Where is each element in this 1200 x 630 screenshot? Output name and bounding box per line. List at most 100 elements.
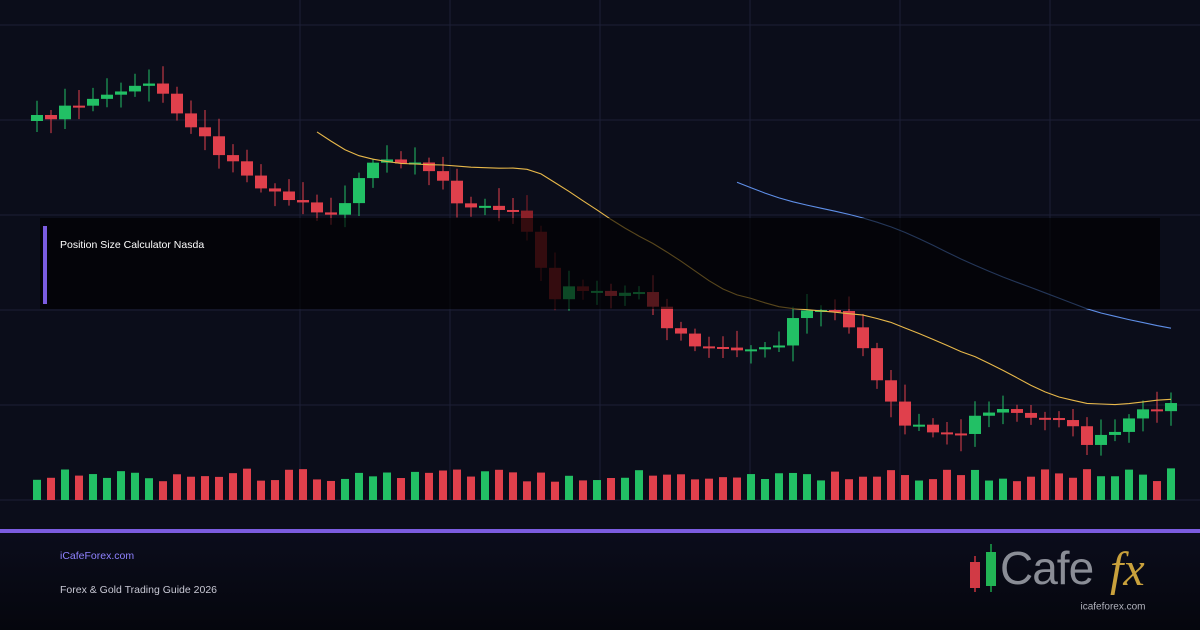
candle-body — [913, 424, 925, 427]
candle-body — [885, 380, 897, 402]
candle-body — [1081, 426, 1093, 445]
candle-body — [451, 180, 463, 204]
volume-bar — [1055, 473, 1063, 500]
candle-body — [1151, 409, 1163, 412]
volume-bar — [565, 475, 573, 500]
volume-bar — [131, 472, 139, 500]
candle-body — [269, 188, 281, 192]
candle-body — [731, 347, 743, 351]
volume-bar — [411, 471, 419, 500]
candle-body — [1137, 409, 1149, 419]
candle-body — [507, 209, 519, 212]
candle-body — [353, 178, 365, 204]
volume-bar — [1153, 481, 1161, 500]
volume-bar — [719, 477, 727, 500]
candle-body — [717, 346, 729, 349]
candle-body — [983, 412, 995, 416]
volume-bar — [733, 477, 741, 500]
candle-body — [45, 115, 57, 120]
volume-bar — [425, 472, 433, 500]
logo-word: Cafe — [1000, 542, 1093, 594]
candle-body — [101, 94, 113, 99]
volume-bar — [285, 469, 293, 500]
candle-body — [437, 171, 449, 181]
volume-bar — [607, 478, 615, 500]
volume-bar — [901, 475, 909, 500]
volume-bar — [299, 469, 307, 500]
grid — [0, 0, 1200, 501]
volume-bars — [33, 468, 1175, 500]
volume-bar — [985, 480, 993, 500]
volume-bar — [187, 476, 195, 500]
volume-bar — [747, 474, 755, 500]
candle-body — [199, 127, 211, 137]
volume-bar — [313, 479, 321, 500]
volume-bar — [705, 478, 713, 500]
volume-bar — [817, 480, 825, 500]
candle-body — [1011, 409, 1023, 413]
volume-bar — [1069, 477, 1077, 500]
candle-body — [1109, 431, 1121, 435]
volume-bar — [1097, 476, 1105, 500]
candle-body — [73, 105, 85, 108]
candle-body — [227, 155, 239, 162]
candle-body — [283, 191, 295, 201]
candle-body — [843, 310, 855, 328]
volume-bar — [859, 476, 867, 500]
volume-bar — [509, 472, 517, 500]
candle-body — [297, 200, 309, 203]
volume-bar — [1139, 474, 1147, 500]
volume-bar — [621, 477, 629, 500]
volume-bar — [845, 479, 853, 500]
volume-bar — [691, 479, 699, 500]
volume-bar — [971, 469, 979, 500]
volume-bar — [159, 481, 167, 500]
candle-body — [143, 83, 155, 86]
candle-body — [465, 203, 477, 208]
candle-body — [213, 136, 225, 156]
candle-body — [367, 162, 379, 179]
candle-body — [997, 409, 1009, 413]
candle-body — [857, 327, 869, 349]
volume-bar — [1125, 469, 1133, 500]
volume-bar — [957, 475, 965, 500]
volume-bar — [1013, 481, 1021, 500]
volume-bar — [453, 469, 461, 500]
volume-bar — [635, 470, 643, 500]
candle-body — [157, 83, 169, 94]
site-link[interactable]: iCafeForex.com — [60, 550, 134, 562]
divider — [0, 529, 1200, 533]
volume-bar — [761, 478, 769, 500]
volume-bar — [117, 471, 125, 500]
volume-bar — [215, 476, 223, 500]
logo-url: icafeforex.com — [1080, 602, 1145, 613]
volume-bar — [649, 475, 657, 500]
volume-bar — [229, 473, 237, 500]
footer — [0, 533, 1200, 630]
candle-body — [423, 162, 435, 172]
candle-body — [255, 175, 267, 189]
candle-body — [185, 113, 197, 128]
volume-bar — [775, 473, 783, 500]
candle-body — [955, 433, 967, 436]
candle-body — [829, 309, 841, 312]
volume-bar — [915, 480, 923, 500]
volume-bar — [663, 474, 671, 500]
volume-bar — [1111, 476, 1119, 500]
candle-body — [1067, 420, 1079, 427]
volume-bar — [355, 472, 363, 500]
candle-body — [31, 115, 43, 121]
volume-bar — [257, 480, 265, 500]
volume-bar — [1083, 469, 1091, 500]
candle-body — [129, 85, 141, 92]
volume-bar — [1027, 476, 1035, 500]
candle-body — [759, 347, 771, 350]
volume-bar — [47, 477, 55, 500]
candle-body — [325, 212, 337, 215]
volume-bar — [929, 479, 937, 500]
candle-body — [311, 202, 323, 213]
candle-body — [1123, 418, 1135, 432]
candle-body — [87, 98, 99, 106]
volume-bar — [537, 472, 545, 500]
